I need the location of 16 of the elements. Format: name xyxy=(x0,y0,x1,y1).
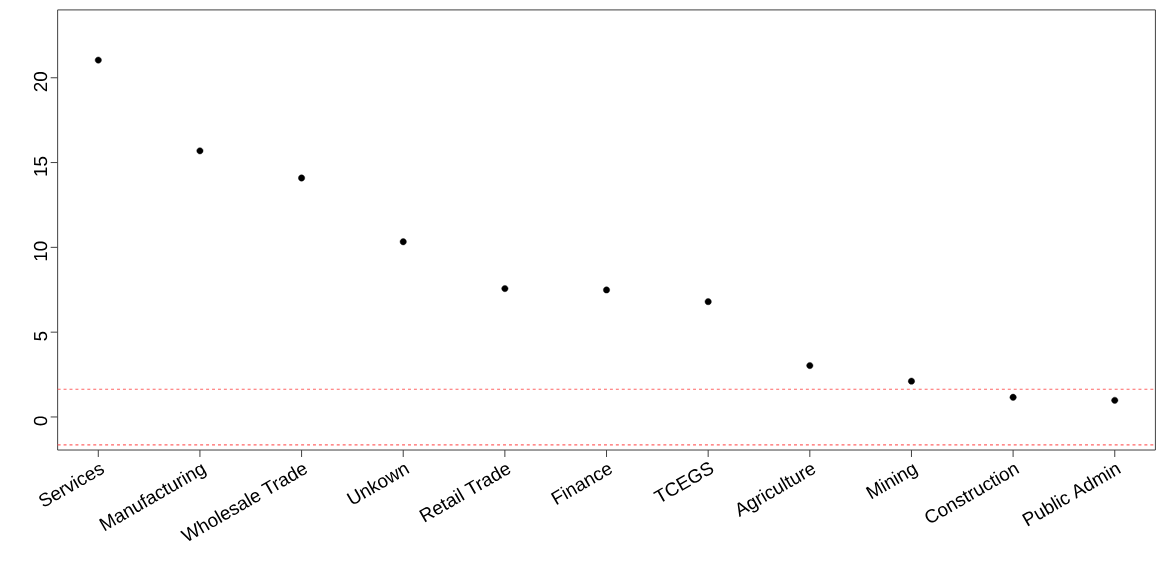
point xyxy=(298,174,305,182)
point xyxy=(399,238,407,245)
point xyxy=(501,285,509,292)
point xyxy=(806,362,814,369)
point xyxy=(94,56,102,64)
y-tick-label: 15 xyxy=(34,156,48,176)
y-tick-label: 0 xyxy=(33,416,48,426)
point xyxy=(704,298,712,305)
point xyxy=(196,147,204,155)
y-tick-label: 10 xyxy=(33,241,48,261)
point xyxy=(603,286,610,294)
point xyxy=(1009,393,1017,401)
y-tick-label: 5 xyxy=(34,331,48,341)
y-tick-label: 20 xyxy=(33,71,48,92)
point xyxy=(908,377,915,385)
point xyxy=(1111,396,1119,404)
